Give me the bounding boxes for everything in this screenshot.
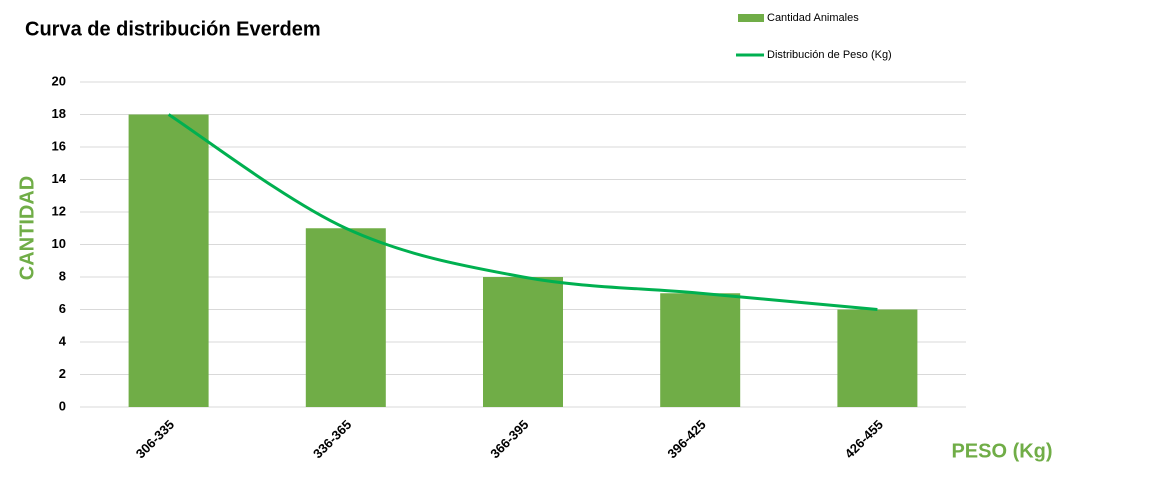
x-tick-label: 306-335 [133, 417, 177, 461]
y-tick-label: 20 [52, 73, 66, 88]
x-tick-label: 366-395 [487, 417, 531, 461]
line [167, 113, 878, 311]
bar [660, 293, 741, 407]
x-axis-label: PESO (Kg) [951, 440, 1052, 462]
legend-label: Cantidad Animales [767, 12, 859, 24]
y-axis-label: CANTIDAD [16, 176, 38, 280]
y-tick-label: 10 [52, 236, 66, 251]
y-tick-label: 8 [59, 268, 66, 283]
y-tick-label: 0 [59, 398, 66, 413]
x-tick-label: 426-455 [842, 417, 886, 461]
y-tick-label: 18 [52, 106, 66, 121]
y-tick-label: 14 [52, 171, 67, 186]
legend-label: Distribución de Peso (Kg) [767, 49, 892, 61]
y-tick-label: 4 [59, 333, 67, 348]
x-tick-label: 336-365 [310, 417, 354, 461]
y-tick-label: 6 [59, 301, 66, 316]
y-tick-label: 12 [52, 203, 66, 218]
chart-title: Curva de distribución Everdem [25, 18, 321, 40]
legend-swatch [738, 14, 764, 22]
x-tick-label: 396-425 [664, 417, 708, 461]
bar [305, 228, 386, 407]
bar [837, 309, 918, 407]
bar [483, 277, 563, 407]
bar [128, 114, 209, 407]
y-tick-label: 16 [52, 138, 66, 153]
y-tick-label: 2 [59, 366, 66, 381]
